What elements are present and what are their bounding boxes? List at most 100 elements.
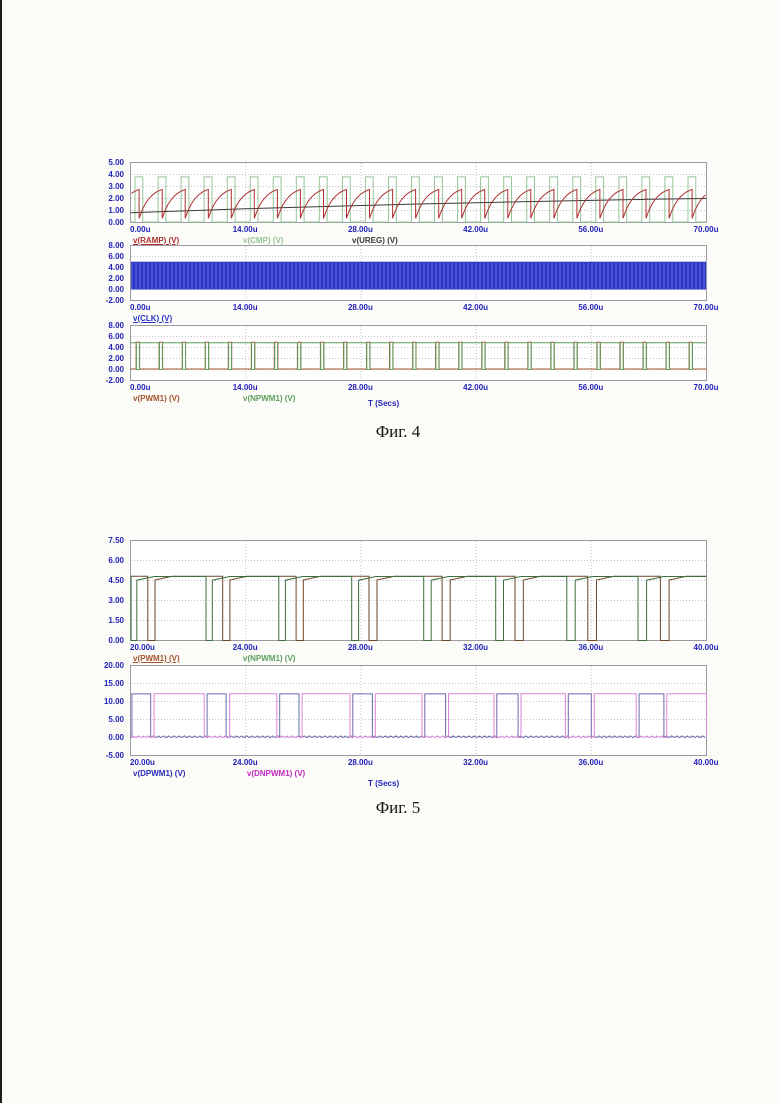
y-tick-label: 4.00: [108, 262, 124, 272]
x-tick-label: 14.00u: [232, 303, 258, 312]
fig5-plot2-canvas: [130, 665, 707, 756]
y-tick-label: 4.00: [108, 342, 124, 352]
plot-border: [130, 162, 707, 223]
y-tick-label: 15.00: [103, 678, 124, 688]
plot-border: [130, 665, 707, 756]
y-tick-label: 2.00: [108, 273, 124, 283]
legend-item: v(CLK) (V): [133, 314, 173, 323]
x-tick-label: 70.00u: [693, 225, 719, 234]
x-tick-label: 40.00u: [693, 758, 719, 767]
fig4-caption: Фиг. 4: [375, 422, 421, 441]
legend-item: v(PWM1) (V): [133, 654, 180, 663]
y-tick-label: 5.00: [108, 157, 124, 167]
x-tick-label: 0.00u: [130, 225, 151, 234]
trace-v(UREG): [130, 198, 707, 214]
trace-v(DPWM1): [130, 693, 706, 740]
x-tick-label: 28.00u: [347, 643, 373, 652]
x-tick-label: 56.00u: [578, 225, 604, 234]
x-tick-label: 36.00u: [578, 758, 604, 767]
y-tick-label: 6.00: [108, 555, 124, 565]
fig4-plot2-canvas: [130, 245, 707, 301]
trace-v(NPWM1): [130, 576, 707, 641]
legend-item: v(CMP) (V): [243, 236, 284, 245]
legend-item: v(DNPWM1) (V): [247, 769, 306, 778]
plot-border: [130, 325, 707, 381]
y-tick-label: 8.00: [108, 320, 124, 330]
x-tick-label: 28.00u: [347, 225, 373, 234]
x-tick-label: 42.00u: [463, 383, 489, 392]
y-tick-label: 2.00: [108, 353, 124, 363]
fig4-time-axis-label: T (Secs): [368, 399, 400, 408]
x-tick-label: 28.00u: [347, 758, 373, 767]
y-tick-label: 4.00: [108, 169, 124, 179]
x-tick-label: 20.00u: [130, 643, 155, 652]
y-tick-label: -5.00: [105, 750, 124, 760]
plot-border: [130, 540, 707, 641]
x-tick-label: 70.00u: [693, 383, 719, 392]
x-tick-label: 32.00u: [463, 643, 489, 652]
y-tick-label: 0.00: [108, 217, 124, 227]
legend-item: v(NPWM1) (V): [243, 654, 296, 663]
y-tick-label: 0.00: [108, 732, 124, 742]
legend-item: v(PWM1) (V): [133, 394, 180, 403]
trace-v(RAMP): [131, 188, 706, 219]
scan-edge-line: [0, 0, 2, 1103]
legend-item: v(UREG) (V): [352, 236, 398, 245]
x-tick-label: 28.00u: [347, 383, 373, 392]
fig5-plot1-canvas: [130, 540, 707, 641]
x-tick-label: 42.00u: [463, 225, 489, 234]
plot-border: [130, 245, 707, 301]
x-tick-label: 40.00u: [693, 643, 719, 652]
y-tick-label: 20.00: [103, 660, 124, 670]
y-tick-label: 4.50: [108, 575, 124, 585]
y-tick-label: 8.00: [108, 240, 124, 250]
x-tick-label: 14.00u: [232, 383, 258, 392]
x-tick-label: 0.00u: [130, 383, 151, 392]
y-tick-label: 1.50: [108, 615, 124, 625]
y-tick-label: 0.00: [108, 284, 124, 294]
y-tick-label: 3.00: [108, 595, 124, 605]
y-tick-label: 6.00: [108, 251, 124, 261]
trace-v(PWM1): [130, 575, 707, 641]
x-tick-label: 0.00u: [130, 303, 151, 312]
x-tick-label: 56.00u: [578, 383, 604, 392]
y-tick-label: 0.00: [108, 364, 124, 374]
x-tick-label: 56.00u: [578, 303, 604, 312]
trace-v(CMP): [130, 176, 707, 223]
x-tick-label: 14.00u: [232, 225, 258, 234]
x-tick-label: 36.00u: [578, 643, 604, 652]
x-tick-label: 28.00u: [347, 303, 373, 312]
legend-item: v(DPWM1) (V): [133, 769, 186, 778]
trace-v(NPWM1): [130, 342, 707, 370]
y-tick-label: 3.00: [108, 181, 124, 191]
x-tick-label: 24.00u: [232, 758, 258, 767]
y-tick-label: 2.00: [108, 193, 124, 203]
y-tick-label: -2.00: [105, 375, 124, 385]
x-tick-label: 24.00u: [232, 643, 258, 652]
trace-v(DNPWM1): [130, 693, 707, 739]
trace-v(CLK): [131, 261, 706, 290]
y-tick-label: 5.00: [108, 714, 124, 724]
x-tick-label: 42.00u: [463, 303, 489, 312]
x-tick-label: 20.00u: [130, 758, 155, 767]
y-tick-label: 10.00: [103, 696, 124, 706]
fig5-time-axis-label: T (Secs): [368, 779, 400, 788]
legend-item: v(NPWM1) (V): [243, 394, 296, 403]
fig4-plot3-canvas: [130, 325, 707, 381]
y-tick-label: 6.00: [108, 331, 124, 341]
y-tick-label: 1.00: [108, 205, 124, 215]
legend-item: v(RAMP) (V): [133, 236, 180, 245]
x-tick-label: 70.00u: [693, 303, 719, 312]
y-tick-label: 7.50: [108, 535, 124, 545]
y-tick-label: -2.00: [105, 295, 124, 305]
fig5-caption: Фиг. 5: [375, 798, 421, 817]
trace-v(PWM1): [130, 341, 707, 370]
y-tick-label: 0.00: [108, 635, 124, 645]
fig4-plot1-canvas: [130, 162, 707, 223]
